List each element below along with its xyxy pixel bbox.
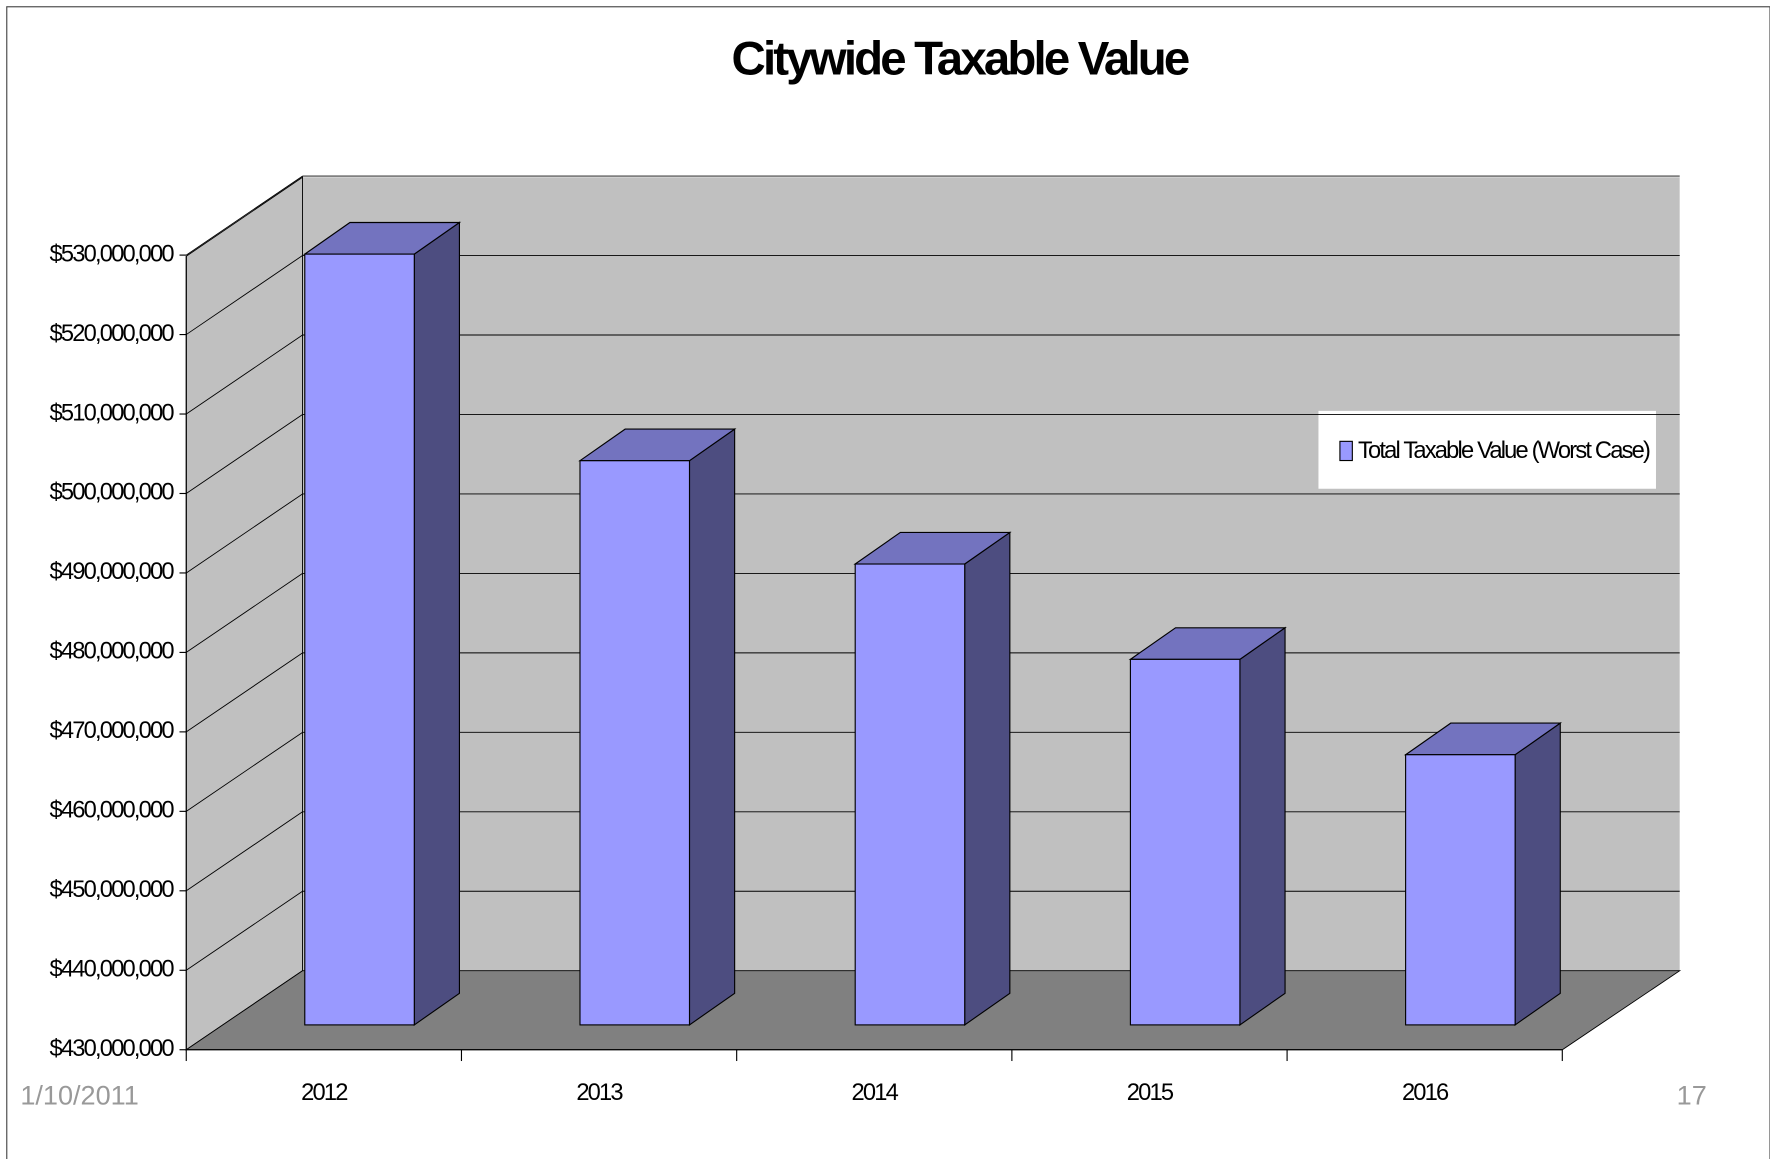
grid-line xyxy=(186,334,303,415)
slide-date: 1/10/2011 xyxy=(20,1079,138,1110)
x-tick-label: 2016 xyxy=(1402,1080,1449,1106)
y-tick-label: $490,000,000 xyxy=(49,559,174,585)
side-wall xyxy=(185,176,303,1051)
grid-line xyxy=(186,493,303,574)
y-tick-label: $480,000,000 xyxy=(49,639,174,665)
x-tick-label: 2014 xyxy=(852,1080,899,1106)
bar-side xyxy=(688,428,736,1026)
bar xyxy=(1405,754,1516,1026)
y-tick-label: $430,000,000 xyxy=(49,1036,174,1062)
bar-side xyxy=(964,531,1011,1026)
bar-side xyxy=(1514,722,1561,1026)
y-tick-label: $440,000,000 xyxy=(49,957,174,983)
chart-title: Citywide Taxable Value xyxy=(732,33,1189,86)
x-tick-label: 2012 xyxy=(301,1080,347,1106)
grid-line xyxy=(186,811,303,892)
y-tick-label: $520,000,000 xyxy=(49,321,174,347)
bar xyxy=(1129,658,1241,1026)
bar-side xyxy=(1239,626,1286,1026)
frame xyxy=(6,6,1770,1159)
grid-line xyxy=(186,573,303,653)
page-number: 17 xyxy=(1677,1079,1707,1110)
grid-line xyxy=(186,255,303,335)
grid-line xyxy=(186,652,303,733)
bar xyxy=(579,460,691,1026)
y-tick-label: $500,000,000 xyxy=(49,480,174,506)
y-tick-label: $470,000,000 xyxy=(49,718,174,744)
legend xyxy=(1318,410,1656,489)
x-tick-label: 2013 xyxy=(576,1080,623,1106)
y-tick-label: $460,000,000 xyxy=(49,798,174,824)
grid-line xyxy=(186,890,303,971)
legend-swatch xyxy=(1339,440,1353,462)
y-tick-label: $510,000,000 xyxy=(49,400,174,426)
y-tick-label: $450,000,000 xyxy=(49,877,174,903)
grid-line xyxy=(186,414,303,494)
bar xyxy=(854,563,966,1026)
bar-side xyxy=(413,221,460,1026)
bar xyxy=(304,253,415,1026)
x-tick-label: 2015 xyxy=(1127,1080,1174,1106)
y-tick-label: $530,000,000 xyxy=(49,241,174,267)
grid-line xyxy=(186,731,303,812)
grid-line xyxy=(186,175,303,256)
legend-label: Total Taxable Value (Worst Case) xyxy=(1358,438,1650,464)
